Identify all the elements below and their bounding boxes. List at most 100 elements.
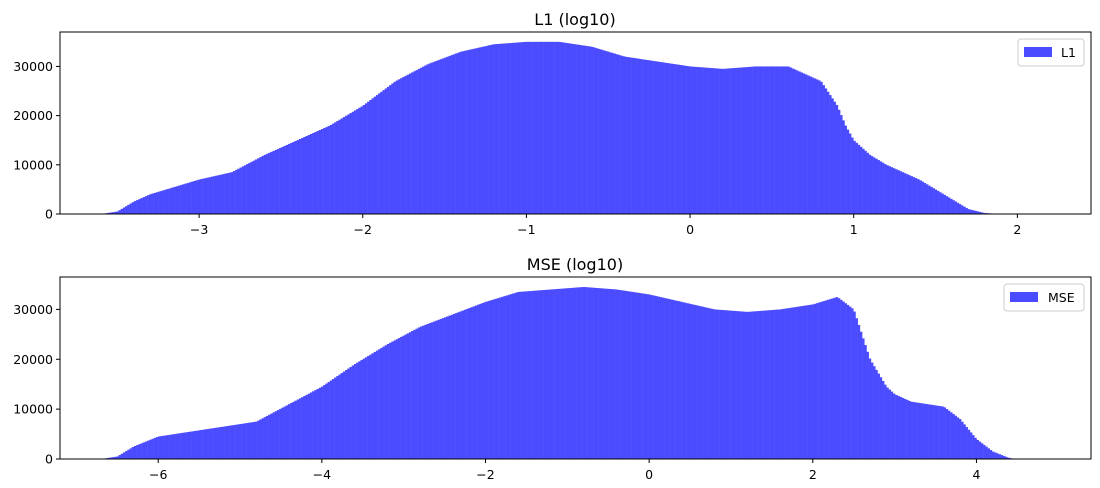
hist-bar-mse-349 (868, 358, 872, 459)
hist-bar-l1-376 (928, 185, 931, 214)
hist-bar-l1-170 (474, 48, 478, 214)
hist-bar-mse-305 (771, 309, 775, 459)
hist-bar-l1-210 (562, 42, 566, 214)
hist-bar-l1-370 (914, 178, 918, 214)
hist-bar-l1-382 (941, 193, 944, 214)
hist-bar-l1-325 (815, 79, 819, 215)
hist-bar-l1-252 (655, 61, 658, 214)
hist-bar-l1-213 (569, 43, 572, 215)
hist-bar-l1-156 (444, 57, 447, 215)
hist-bar-l1-65 (243, 165, 247, 214)
hist-bar-mse-137 (402, 335, 405, 459)
hist-bar-l1-171 (477, 47, 480, 214)
hist-bar-mse-220 (584, 287, 588, 459)
hist-bar-l1-317 (798, 71, 801, 214)
hist-bar-l1-231 (609, 52, 612, 214)
hist-bar-mse-391 (961, 421, 964, 459)
hist-bar-mse-86 (290, 403, 293, 459)
hist-bar-mse-155 (441, 318, 445, 459)
hist-bar-l1-358 (888, 166, 891, 214)
hist-bar-mse-61 (235, 424, 238, 459)
hist-bar-mse-57 (226, 426, 229, 459)
hist-bar-mse-26 (158, 436, 161, 459)
hist-bar-mse-186 (510, 294, 513, 459)
hist-bar-l1-391 (961, 205, 964, 214)
hist-bar-mse-195 (529, 290, 533, 459)
hist-bar-mse-55 (221, 426, 225, 459)
hist-bar-l1-155 (441, 58, 445, 214)
hist-bar-l1-42 (193, 180, 196, 214)
hist-bar-mse-276 (708, 308, 711, 459)
hist-bar-l1-335 (837, 109, 841, 214)
legend-frame-mse (1003, 283, 1085, 312)
hist-bar-mse-65 (243, 423, 247, 459)
hist-bar-l1-166 (466, 50, 469, 215)
hist-bar-l1-248 (646, 60, 649, 214)
hist-bar-l1-142 (413, 71, 416, 214)
hist-bar-mse-108 (338, 374, 341, 459)
hist-bar-l1-100 (320, 129, 324, 214)
hist-bar-mse-201 (543, 289, 546, 459)
x-tick-label-mse-2: −2 (476, 467, 494, 482)
hist-bar-l1-270 (694, 66, 698, 214)
hist-bar-mse-12 (127, 449, 130, 459)
hist-bar-mse-165 (463, 309, 467, 459)
hist-bar-l1-60 (232, 171, 236, 214)
hist-bar-mse-284 (725, 310, 729, 459)
hist-bar-mse-133 (393, 340, 396, 459)
hist-bar-l1-377 (930, 186, 933, 214)
hist-bar-mse-171 (477, 304, 480, 459)
hist-bar-l1-99 (318, 130, 322, 214)
hist-bar-mse-63 (239, 424, 242, 459)
hist-bar-mse-317 (798, 306, 801, 459)
hist-bar-l1-178 (492, 44, 495, 215)
hist-bar-l1-333 (833, 101, 836, 214)
hist-bar-mse-226 (598, 288, 601, 459)
hist-bar-mse-236 (620, 290, 623, 459)
hist-bar-l1-277 (710, 68, 713, 214)
hist-bar-mse-277 (710, 308, 713, 459)
hist-bar-l1-34 (175, 186, 179, 214)
hist-bar-l1-265 (683, 65, 687, 214)
hist-bar-mse-111 (345, 369, 348, 459)
hist-bar-mse-95 (309, 392, 313, 459)
hist-bar-l1-78 (272, 150, 275, 214)
hist-bar-l1-158 (448, 55, 451, 215)
hist-bar-l1-204 (549, 41, 553, 215)
hist-bar-l1-254 (659, 62, 663, 214)
hist-bar-mse-219 (582, 286, 586, 459)
hist-bar-l1-163 (459, 51, 462, 214)
hist-bar-l1-331 (829, 95, 832, 214)
hist-bar-l1-109 (340, 118, 344, 214)
hist-bar-mse-162 (457, 312, 460, 459)
hist-bar-l1-236 (620, 55, 623, 214)
hist-bar-mse-38 (184, 432, 187, 459)
hist-bar-mse-69 (252, 421, 256, 459)
hist-bar-l1-94 (307, 135, 311, 214)
y-tick-label-l1-2: 20000 (13, 108, 53, 123)
hist-bar-l1-262 (677, 64, 680, 215)
hist-bar-l1-336 (840, 115, 843, 214)
hist-bar-l1-95 (309, 134, 313, 214)
hist-bar-mse-299 (758, 310, 762, 459)
hist-bar-l1-206 (554, 41, 557, 215)
hist-bar-mse-316 (796, 306, 799, 459)
hist-bar-l1-352 (875, 158, 878, 214)
hist-bar-l1-192 (523, 41, 526, 214)
hist-bar-l1-257 (666, 63, 669, 214)
hist-bar-l1-318 (800, 72, 803, 215)
hist-bar-l1-276 (708, 67, 711, 215)
hist-bar-mse-323 (811, 304, 814, 459)
hist-bar-mse-238 (624, 290, 627, 459)
hist-bar-mse-314 (791, 307, 795, 459)
hist-bar-mse-286 (730, 310, 733, 459)
hist-bar-l1-347 (864, 150, 867, 214)
hist-bar-l1-16 (136, 200, 139, 214)
hist-bar-l1-253 (657, 61, 660, 215)
hist-bar-mse-292 (743, 311, 746, 459)
y-axis-l1: 0 10000 20000 30000 (13, 59, 60, 222)
hist-bar-mse-384 (945, 409, 949, 459)
hist-bar-l1-90 (298, 138, 302, 214)
hist-bar-l1-294 (747, 66, 751, 214)
hist-bar-l1-19 (142, 197, 146, 214)
